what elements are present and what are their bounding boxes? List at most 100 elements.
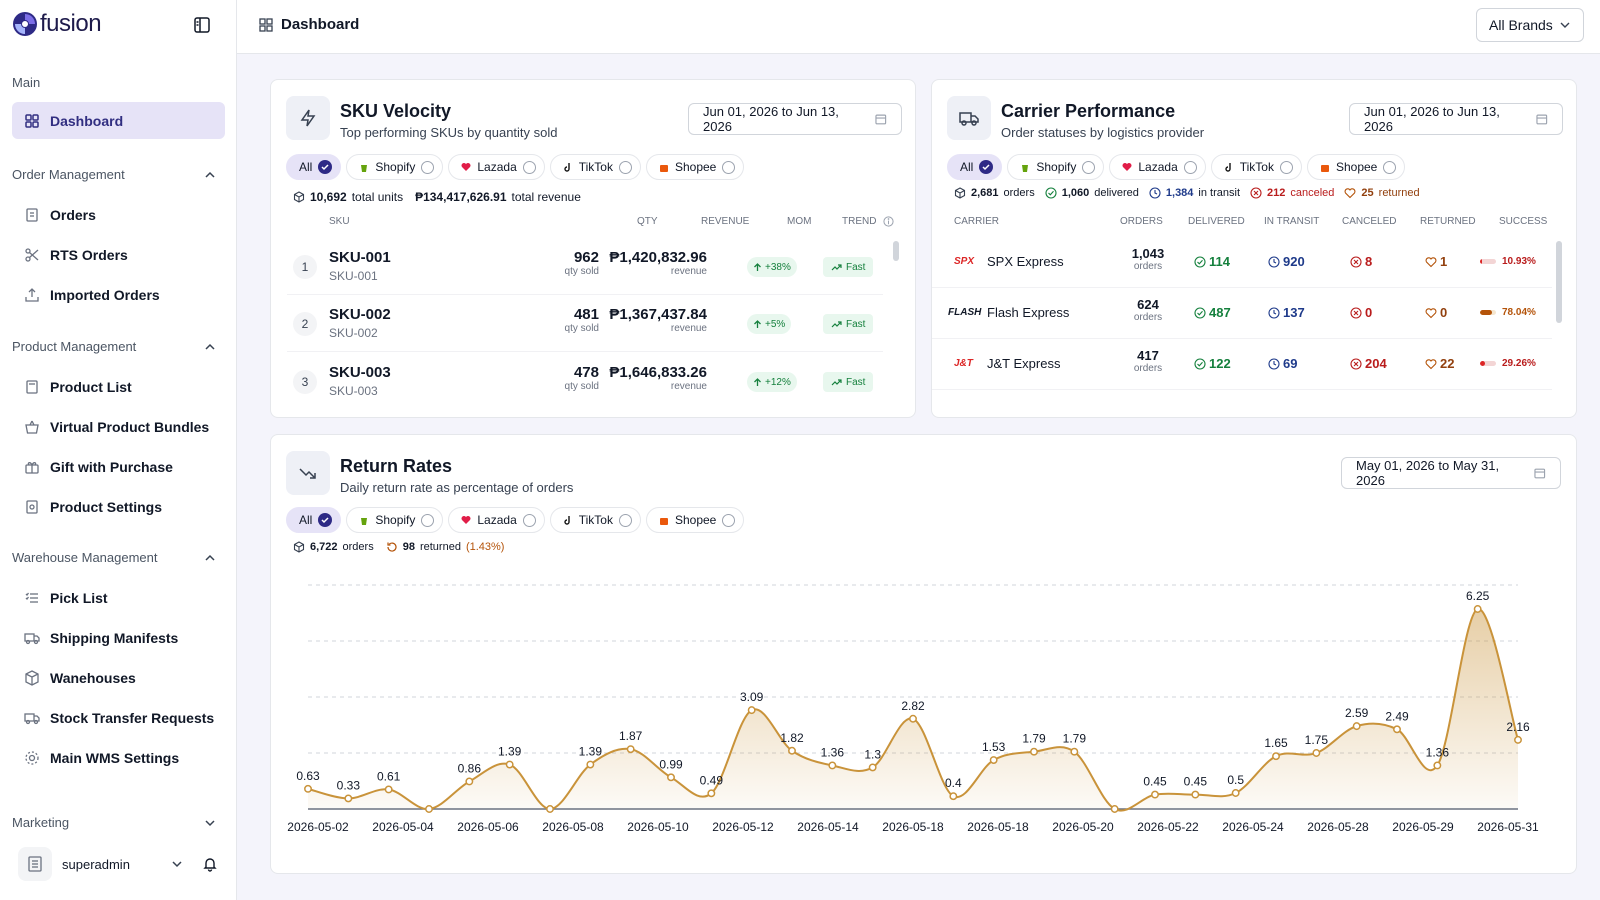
filter-chip-tiktok[interactable]: TikTok bbox=[1210, 154, 1302, 180]
sidebar-item-product-settings[interactable]: Product Settings bbox=[0, 487, 237, 527]
check-circle-icon bbox=[1045, 187, 1057, 199]
sidebar-item-warehouses[interactable]: Wanehouses bbox=[0, 658, 237, 698]
shopee-icon bbox=[1320, 165, 1329, 172]
table-row[interactable]: J&T J&T Express 417 orders 122 69 204 22 … bbox=[932, 339, 1552, 390]
sidebar-item-stock-transfer-requests[interactable]: Stock Transfer Requests bbox=[0, 698, 237, 738]
column-header-revenue[interactable]: REVENUE bbox=[701, 216, 750, 227]
date-range-picker[interactable]: Jun 01, 2026 to Jun 13, 2026 bbox=[688, 103, 902, 135]
sku-name: SKU-003 bbox=[329, 364, 391, 381]
data-point bbox=[586, 760, 595, 769]
revenue-label: revenue bbox=[670, 323, 707, 334]
user-menu[interactable]: superadmin bbox=[18, 847, 218, 881]
column-header-in-transit[interactable]: IN TRANSIT bbox=[1264, 216, 1320, 227]
filter-chip-lazada[interactable]: Lazada bbox=[1109, 154, 1206, 180]
sidebar-item-main-wms-settings[interactable]: Main WMS Settings bbox=[0, 738, 237, 778]
sku-velocity-card: SKU Velocity Top performing SKUs by quan… bbox=[270, 79, 916, 418]
sidebar-item-gift-with-purchase[interactable]: Gift with Purchase bbox=[0, 447, 237, 487]
table-row[interactable]: 1 SKU-001 SKU-001 962 qty sold ₱1,420,832… bbox=[287, 239, 883, 295]
section-toggle-product-management[interactable]: Product Management bbox=[0, 335, 237, 359]
qty-label: qty sold bbox=[564, 323, 599, 334]
section-toggle-warehouse-management[interactable]: Warehouse Management bbox=[0, 546, 237, 570]
returned-cell: 22 bbox=[1425, 356, 1454, 371]
scrollbar-thumb[interactable] bbox=[1556, 241, 1562, 323]
data-label: 0.45 bbox=[1184, 775, 1208, 789]
table-row[interactable]: 3 SKU-003 SKU-003 478 qty sold ₱1,646,833… bbox=[287, 354, 883, 410]
sidebar-item-imported-orders[interactable]: Imported Orders bbox=[0, 275, 237, 315]
chip-label: Lazada bbox=[477, 160, 517, 174]
section-toggle-order-management[interactable]: Order Management bbox=[0, 163, 237, 187]
section-toggle-marketing[interactable]: Marketing bbox=[0, 811, 237, 835]
qty-value: 962 bbox=[573, 249, 599, 266]
filter-chip-tiktok[interactable]: TikTok bbox=[549, 507, 641, 533]
sidebar-item-pick-list[interactable]: Pick List bbox=[0, 578, 237, 618]
column-header-trend[interactable]: TREND bbox=[842, 216, 877, 227]
returned-value: 98 bbox=[402, 541, 415, 553]
trend-value: Fast bbox=[846, 376, 866, 388]
filter-chip-all[interactable]: All bbox=[286, 154, 342, 180]
chevron-up-icon bbox=[205, 343, 215, 350]
canceled-stat: 212 canceled bbox=[1250, 187, 1334, 199]
total-units-value: 10,692 bbox=[310, 190, 347, 204]
radio-icon bbox=[1279, 160, 1293, 174]
truck-icon bbox=[947, 96, 991, 140]
success-cell: 78.04% bbox=[1480, 307, 1536, 318]
column-header-sku[interactable]: SKU bbox=[329, 216, 350, 227]
date-range-picker[interactable]: May 01, 2026 to May 31, 2026 bbox=[1341, 457, 1561, 489]
filter-chip-tiktok[interactable]: TikTok bbox=[549, 154, 641, 180]
column-header-carrier[interactable]: CARRIER bbox=[954, 216, 1000, 227]
filter-chip-lazada[interactable]: Lazada bbox=[448, 507, 545, 533]
in-transit-value: 69 bbox=[1283, 356, 1298, 371]
scrollbar-thumb[interactable] bbox=[893, 241, 899, 261]
sidebar-item-product-list[interactable]: Product List bbox=[0, 367, 237, 407]
date-range-picker[interactable]: Jun 01, 2026 to Jun 13, 2026 bbox=[1349, 103, 1563, 135]
column-header-orders[interactable]: ORDERS bbox=[1120, 216, 1163, 227]
filter-chip-shopify[interactable]: Shopify bbox=[1007, 154, 1105, 180]
card-subtitle: Top performing SKUs by quantity sold bbox=[340, 125, 558, 140]
app-logo[interactable]: fusion bbox=[12, 10, 102, 38]
filter-chip-shopify[interactable]: Shopify bbox=[346, 154, 444, 180]
data-point bbox=[1514, 735, 1522, 744]
filter-chip-all[interactable]: All bbox=[286, 507, 342, 533]
filter-chip-all[interactable]: All bbox=[947, 154, 1003, 180]
column-header-success[interactable]: SUCCESS bbox=[1499, 216, 1548, 227]
sidebar-toggle-icon[interactable] bbox=[193, 16, 211, 34]
heart-icon bbox=[1344, 188, 1356, 199]
sidebar-item-virtual-product-bundles[interactable]: Virtual Product Bundles bbox=[0, 407, 237, 447]
filter-chip-shopee[interactable]: Shopee bbox=[1306, 154, 1406, 180]
revenue-label: revenue bbox=[670, 381, 707, 392]
chevron-down-icon[interactable] bbox=[170, 857, 184, 871]
sidebar-item-dashboard[interactable]: Dashboard bbox=[12, 102, 225, 139]
delivered-value: 114 bbox=[1209, 254, 1230, 269]
filter-chip-shopee[interactable]: Shopee bbox=[645, 154, 745, 180]
sidebar-item-shipping-manifests[interactable]: Shipping Manifests bbox=[0, 618, 237, 658]
column-header-mom[interactable]: MOM bbox=[787, 216, 812, 227]
info-icon[interactable] bbox=[883, 216, 894, 227]
data-label: 0.99 bbox=[659, 757, 683, 771]
column-header-qty[interactable]: QTY bbox=[637, 216, 658, 227]
column-header-returned[interactable]: RETURNED bbox=[1420, 216, 1476, 227]
gift-icon bbox=[25, 462, 39, 474]
data-label: 3.09 bbox=[740, 690, 764, 704]
data-point bbox=[1151, 790, 1159, 799]
filter-chip-lazada[interactable]: Lazada bbox=[448, 154, 545, 180]
data-point bbox=[1272, 752, 1280, 761]
data-point bbox=[425, 805, 433, 813]
filter-chip-shopee[interactable]: Shopee bbox=[645, 507, 745, 533]
column-header-canceled[interactable]: CANCELED bbox=[1342, 216, 1397, 227]
table-row[interactable]: FLASH Flash Express 624 orders 487 137 0 … bbox=[932, 288, 1552, 339]
table-row[interactable]: SPX SPX Express 1,043 orders 114 920 8 1 … bbox=[932, 237, 1552, 288]
orders-value: 1,043 bbox=[1131, 246, 1165, 261]
trending-up-icon bbox=[831, 320, 842, 327]
sidebar-item-rts-orders[interactable]: RTS Orders bbox=[0, 235, 237, 275]
filter-chip-shopify[interactable]: Shopify bbox=[346, 507, 444, 533]
basket-icon bbox=[25, 420, 39, 434]
bell-icon[interactable] bbox=[202, 856, 218, 872]
sidebar-item-orders[interactable]: Orders bbox=[0, 195, 237, 235]
returned-label: returned bbox=[1378, 187, 1420, 199]
success-cell: 10.93% bbox=[1480, 256, 1536, 267]
brand-select[interactable]: All Brands bbox=[1476, 8, 1584, 42]
app-name: fusion bbox=[40, 10, 102, 37]
column-header-delivered[interactable]: DELIVERED bbox=[1188, 216, 1245, 227]
table-row[interactable]: 2 SKU-002 SKU-002 481 qty sold ₱1,367,437… bbox=[287, 296, 883, 352]
sidebar-item-label: RTS Orders bbox=[50, 247, 128, 263]
